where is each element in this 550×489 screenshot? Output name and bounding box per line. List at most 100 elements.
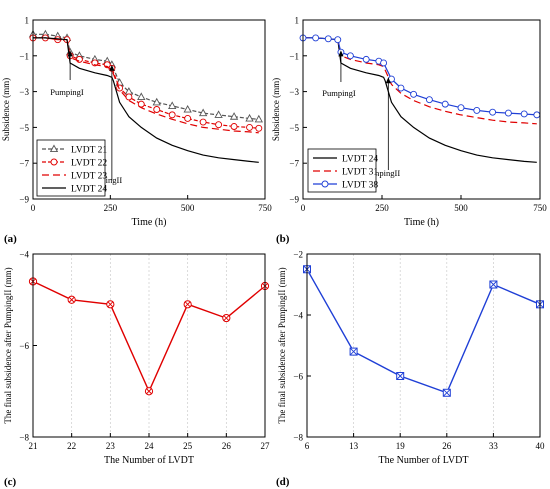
data-point-b-2-10 [397, 84, 405, 92]
y-tick-label-b-0: 1 [295, 16, 300, 26]
data-point-b-2-17 [504, 109, 512, 117]
panel-label-c: (c) [4, 476, 17, 488]
panel-label-d: (d) [276, 476, 290, 488]
data-point-b-2-3 [334, 36, 342, 44]
y-tick-label-c-2: −8 [19, 433, 29, 443]
x-tick-label-b-0: 0 [301, 203, 306, 213]
data-point-b-2-12 [425, 96, 433, 104]
series-line-a-2 [33, 37, 259, 134]
y-tick-label-b-1: −1 [289, 51, 299, 61]
data-point-a-0-18 [245, 113, 254, 122]
data-point-d-1-cross [349, 347, 358, 356]
series-line-a-0 [33, 33, 259, 120]
data-point-a-1-19 [255, 124, 263, 132]
data-point-d-3-cross [442, 388, 451, 397]
legend-marker-b-2 [321, 180, 329, 188]
series-line-a-3 [33, 37, 259, 163]
data-point-c-4 [183, 300, 192, 309]
legend-label-a-1: LVDT 22 [71, 159, 107, 169]
data-point-a-1-12 [153, 106, 161, 113]
data-point-d-2-cross [396, 372, 405, 380]
series-a-0 [28, 29, 263, 123]
annotation-arrowhead-a-0 [67, 50, 73, 57]
series-b-2 [299, 34, 541, 119]
data-point-c-5-cross [223, 315, 230, 321]
data-point-a-1-13 [168, 111, 176, 119]
panel-label-a: (a) [4, 233, 17, 245]
data-point-a-0-12 [152, 97, 161, 106]
series-d [303, 265, 544, 397]
data-point-d-4-cross [489, 280, 498, 289]
x-tick-label-a-2: 500 [181, 203, 195, 213]
y-tick-label-a-2: −3 [19, 87, 29, 97]
y-tick-label-a-0: 1 [25, 16, 30, 26]
data-point-a-0-16 [214, 110, 223, 118]
data-point-d-1 [349, 347, 358, 356]
data-point-c-1 [67, 295, 76, 304]
annotation-text-b-1: PumpingII [364, 168, 401, 178]
chart-panel-a: (a) 0 250 500 750 1 −1 −3 −5 −7 −9 Time (h) Subside… [1, 16, 272, 246]
series-c [28, 277, 270, 396]
x-tick-label-b-2: 500 [454, 203, 468, 213]
annotation-text-b-0: PumpingI [322, 88, 356, 98]
x-tick-label-b-1: 250 [375, 203, 389, 213]
y-tick-label-c-1: −6 [19, 341, 29, 351]
data-point-b-2-11 [410, 90, 418, 98]
x-tick-label-c-2: 23 [106, 441, 116, 451]
data-point-c-5 [222, 313, 231, 323]
data-point-b-2-8 [380, 59, 388, 67]
data-point-a-1-15 [199, 118, 207, 126]
series-a-3 [33, 37, 259, 163]
chart-panel-c: (c) 21 22 23 24 25 26 27 −4 −6 −8 The Number of LV… [3, 250, 270, 489]
x-tick-label-d-1: 13 [349, 441, 359, 451]
data-point-b-2-18 [520, 110, 528, 118]
legend-label-a-0: LVDT 21 [71, 146, 107, 156]
data-point-b-2-2 [324, 35, 332, 43]
data-point-c-3-cross [146, 388, 152, 395]
x-tick-label-c-3: 24 [145, 441, 155, 451]
x-tick-label-c-6: 27 [261, 441, 271, 451]
legend-label-a-3: LVDT 24 [71, 185, 107, 195]
series-a-2 [33, 37, 259, 134]
plot-frame-a [32, 19, 266, 200]
plot-frame-c [32, 253, 266, 438]
series-line-b-0 [303, 37, 537, 163]
annotation-arrowhead-b-0 [338, 50, 344, 57]
data-point-a-0-19 [254, 114, 263, 123]
y-tick-label-b-5: −9 [289, 195, 299, 205]
series-b-0 [303, 37, 537, 163]
y-tick-label-d-1: −4 [293, 311, 303, 321]
legend-marker-a-1 [50, 158, 58, 166]
legend-label-b-1: LVDT 31 [342, 168, 378, 178]
y-tick-label-a-5: −9 [19, 195, 29, 205]
legend-marker-a-0 [49, 144, 59, 153]
data-point-b-2-19 [533, 111, 541, 119]
chart-panel-d: (d) 6 13 19 26 33 40 −2 −4 −6 −8 The Number of LVD… [276, 250, 545, 489]
x-tick-label-a-0: 0 [31, 203, 36, 213]
y-tick-label-d-2: −6 [293, 372, 303, 382]
annotation-arrowhead-b-1 [385, 77, 391, 84]
x-axis-label-d: The Number of LVDT [379, 455, 469, 466]
data-point-b-2-16 [489, 108, 497, 116]
x-tick-label-d-5: 40 [536, 441, 546, 451]
y-tick-label-d-3: −8 [293, 433, 303, 443]
data-point-b-2-15 [473, 106, 481, 114]
x-tick-label-d-0: 6 [305, 441, 310, 451]
x-tick-label-d-2: 19 [396, 441, 406, 451]
plot-frame-d [306, 253, 541, 438]
legend-label-b-2: LVDT 38 [342, 181, 378, 191]
y-axis-label-d: The final subsidence after PumpingII (mm… [277, 267, 287, 423]
y-tick-label-a-1: −1 [19, 51, 29, 61]
data-point-b-2-5 [346, 52, 354, 60]
data-point-c-2-cross [107, 301, 114, 308]
y-tick-label-b-4: −7 [289, 159, 299, 169]
data-point-c-4-cross [184, 301, 191, 308]
x-tick-label-c-4: 25 [183, 441, 193, 451]
data-point-a-0-11 [137, 92, 146, 101]
y-axis-label-a: Subsidence (mm) [1, 78, 11, 141]
panel-label-b: (b) [276, 233, 290, 245]
y-tick-label-b-3: −5 [289, 123, 299, 133]
y-tick-label-a-3: −5 [19, 123, 29, 133]
x-axis-label-b: Time (h) [404, 217, 439, 228]
